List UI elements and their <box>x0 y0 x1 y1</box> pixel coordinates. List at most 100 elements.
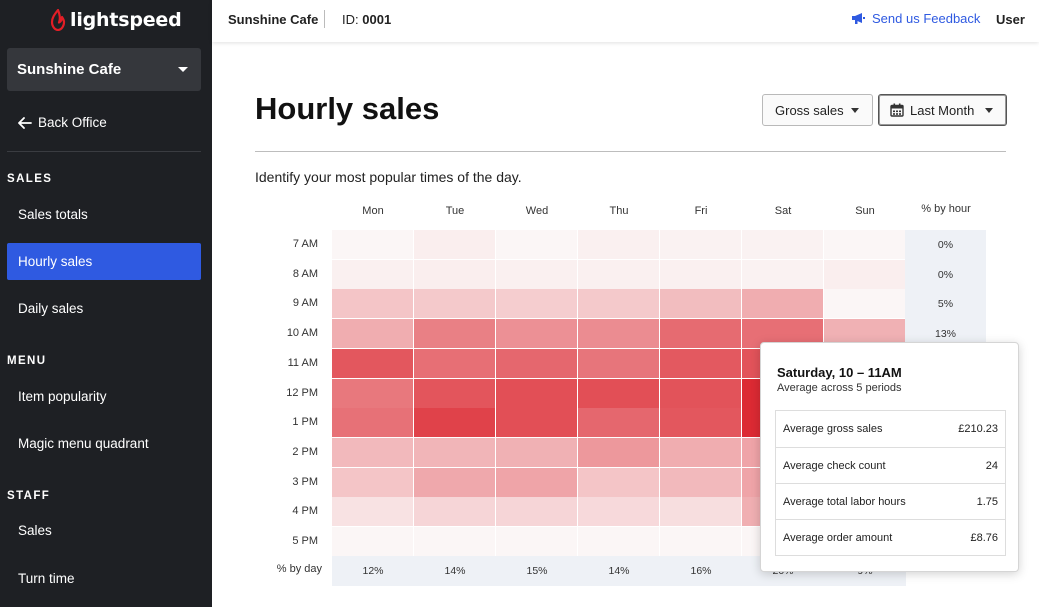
heatmap-cell[interactable] <box>332 497 413 527</box>
heatmap-cell[interactable] <box>414 348 495 378</box>
chevron-down-icon <box>851 108 859 113</box>
heatmap-cell[interactable] <box>742 230 823 259</box>
hour-pct-cell: 5% <box>905 289 986 320</box>
heatmap-cell[interactable] <box>578 408 659 438</box>
metric-select[interactable]: Gross sales <box>762 94 873 126</box>
day-column-header: Sun <box>855 205 875 217</box>
heatmap-cell[interactable] <box>496 408 577 438</box>
heatmap-cell[interactable] <box>578 319 659 349</box>
heatmap-cell[interactable] <box>660 437 741 467</box>
heatmap-cell[interactable] <box>824 259 905 289</box>
period-select[interactable]: Last Month <box>878 94 1007 126</box>
sidebar-item-item-popularity[interactable]: Item popularity <box>7 378 201 415</box>
heatmap-cell[interactable] <box>578 289 659 319</box>
heatmap-cell[interactable] <box>660 259 741 289</box>
user-menu[interactable]: User <box>996 12 1025 27</box>
heatmap-cell[interactable] <box>414 319 495 349</box>
heatmap-cell[interactable] <box>332 259 413 289</box>
sidebar-item-magic-menu-quadrant[interactable]: Magic menu quadrant <box>7 425 201 462</box>
hour-row-header: 7 AM <box>292 238 318 250</box>
heatmap-cell[interactable] <box>496 289 577 319</box>
heatmap-cell[interactable] <box>578 497 659 527</box>
lightspeed-logo[interactable]: lightspeed <box>50 8 182 32</box>
sidebar-item-label: Magic menu quadrant <box>18 436 149 451</box>
heatmap-cell[interactable] <box>824 230 905 259</box>
heatmap-cell[interactable] <box>578 230 659 259</box>
tooltip-row: Average order amount £8.76 <box>776 519 1005 555</box>
heatmap-cell[interactable] <box>332 467 413 497</box>
tooltip-row: Average gross sales £210.23 <box>776 411 1005 447</box>
heatmap-cell[interactable] <box>496 319 577 349</box>
sidebar-item-staff-sales[interactable]: Sales <box>7 512 201 549</box>
back-office-link[interactable]: Back Office <box>18 115 107 130</box>
heatmap-cell[interactable] <box>578 467 659 497</box>
heatmap-cell[interactable] <box>414 467 495 497</box>
sidebar-item-label: Daily sales <box>18 301 84 316</box>
sidebar-item-turn-time[interactable]: Turn time <box>7 560 201 597</box>
heatmap-cell[interactable] <box>332 230 413 259</box>
heatmap-cell[interactable] <box>660 289 741 319</box>
heatmap-cell[interactable] <box>332 378 413 408</box>
sidebar-item-hourly-sales[interactable]: Hourly sales <box>7 243 201 280</box>
heatmap-cell[interactable] <box>414 497 495 527</box>
heatmap-cell[interactable] <box>332 527 413 556</box>
heatmap-cell[interactable] <box>660 497 741 527</box>
heatmap-cell[interactable] <box>660 527 741 556</box>
heatmap-cell[interactable] <box>660 378 741 408</box>
send-feedback-link[interactable]: Send us Feedback <box>851 11 980 26</box>
heatmap-cell[interactable] <box>414 527 495 556</box>
heatmap-cell[interactable] <box>742 289 823 319</box>
heatmap-cell[interactable] <box>414 408 495 438</box>
tooltip-row-value: £210.23 <box>958 423 998 435</box>
heatmap-cell[interactable] <box>332 437 413 467</box>
heatmap-cell[interactable] <box>496 378 577 408</box>
heatmap-cell[interactable] <box>414 289 495 319</box>
heatmap-cell[interactable] <box>414 259 495 289</box>
heatmap-cell[interactable] <box>578 259 659 289</box>
sidebar-item-sales-totals[interactable]: Sales totals <box>7 196 201 233</box>
heatmap-cell[interactable] <box>496 437 577 467</box>
heatmap-cell[interactable] <box>578 378 659 408</box>
heatmap-cell[interactable] <box>332 289 413 319</box>
heatmap-cell[interactable] <box>660 467 741 497</box>
heatmap-cell[interactable] <box>496 348 577 378</box>
heatmap-cell[interactable] <box>332 348 413 378</box>
heatmap-cell[interactable] <box>660 230 741 259</box>
tooltip-subtitle: Average across 5 periods <box>777 382 902 394</box>
heatmap-cell[interactable] <box>578 348 659 378</box>
metric-select-label: Gross sales <box>775 102 844 118</box>
tooltip-row-label: Average gross sales <box>783 423 883 435</box>
heatmap-cell[interactable] <box>496 527 577 556</box>
day-pct-cell: 14% <box>414 556 496 586</box>
store-select[interactable]: Sunshine Cafe <box>7 48 201 91</box>
heatmap-cell[interactable] <box>332 408 413 438</box>
heatmap-cell[interactable] <box>414 378 495 408</box>
section-label-sales: SALES <box>7 173 53 185</box>
heatmap-cell[interactable] <box>578 527 659 556</box>
heatmap-cell[interactable] <box>414 437 495 467</box>
logo-text: lightspeed <box>70 9 182 31</box>
topbar-store-id: ID: 0001 <box>342 12 391 27</box>
sidebar-item-daily-sales[interactable]: Daily sales <box>7 290 201 327</box>
tooltip-row-label: Average total labor hours <box>783 495 906 508</box>
hour-row-header: 12 PM <box>286 386 318 399</box>
heatmap-cell[interactable] <box>824 289 905 319</box>
heatmap-cell[interactable] <box>496 230 577 259</box>
heatmap-cell[interactable] <box>496 497 577 527</box>
heatmap-cell[interactable] <box>742 259 823 289</box>
day-column-header: Thu <box>609 205 629 217</box>
megaphone-icon <box>852 13 865 24</box>
hour-row-header: 8 AM <box>292 267 318 280</box>
heatmap-cell[interactable] <box>578 437 659 467</box>
day-column-header: Mon <box>362 205 384 217</box>
heatmap-cell[interactable] <box>660 348 741 378</box>
heatmap-cell[interactable] <box>496 259 577 289</box>
heatmap-cell[interactable] <box>660 319 741 349</box>
tooltip-table: Average gross sales £210.23 Average chec… <box>775 410 1006 556</box>
heatmap-cell[interactable] <box>660 408 741 438</box>
heatmap-cell[interactable] <box>496 467 577 497</box>
topbar-separator <box>324 10 325 28</box>
heatmap-cell[interactable] <box>414 230 495 259</box>
heatmap-cell[interactable] <box>332 319 413 349</box>
back-office-label: Back Office <box>38 115 107 130</box>
